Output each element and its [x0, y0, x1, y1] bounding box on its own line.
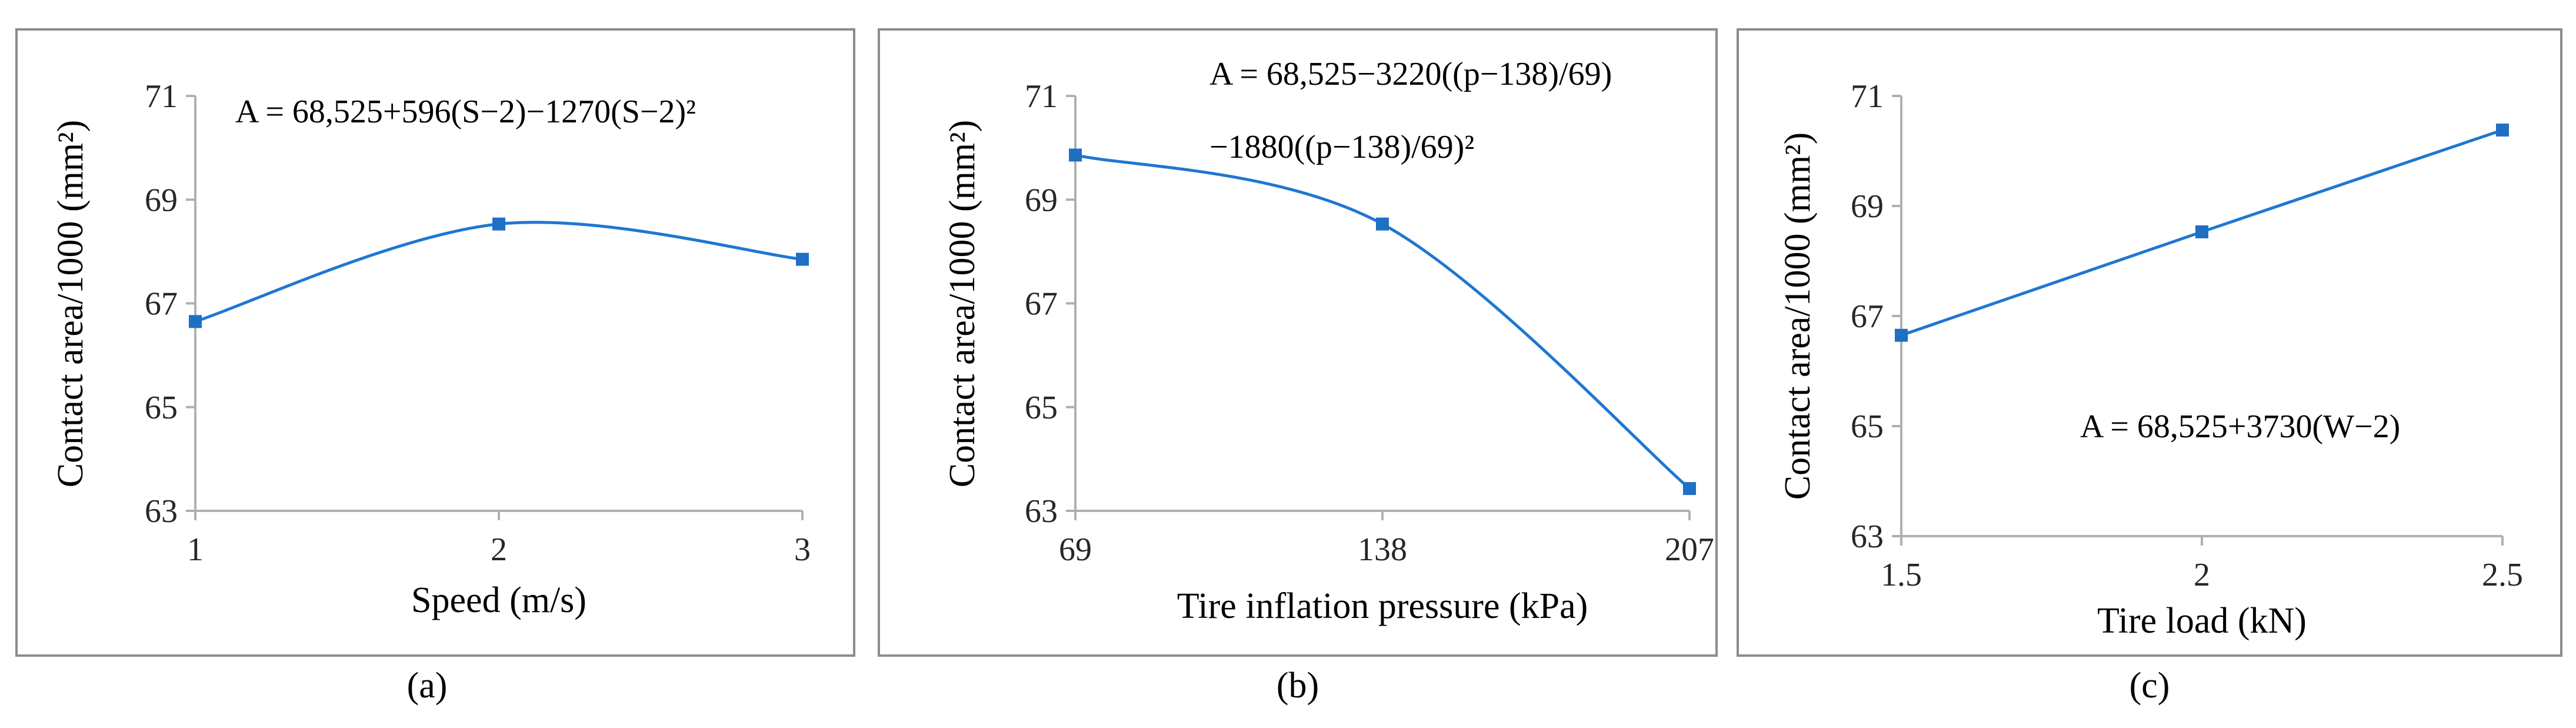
- x-tick-label: 1.5: [1881, 557, 1922, 593]
- panel-frame: [1737, 28, 2562, 657]
- x-axis-label: Tire inflation pressure (kPa): [1177, 586, 1588, 626]
- x-tick-label: 138: [1358, 531, 1407, 568]
- y-tick-label: 67: [1851, 298, 1884, 335]
- data-point-a-3: [796, 252, 809, 266]
- data-point-b-1: [1069, 148, 1082, 162]
- data-point-b-3: [1683, 482, 1696, 496]
- x-tick-label: 69: [1059, 531, 1092, 568]
- chart-panel-a: 63 65 67 69 71 1 2 3 A = 68,525+596(S−2)−1270(S−…: [15, 28, 855, 706]
- x-tick-label: 207: [1665, 531, 1714, 568]
- x-axis-label: Tire load (kN): [2097, 601, 2307, 641]
- y-axis-label: Contact area/1000 (mm²): [1778, 132, 1818, 500]
- x-tick-label: 2.5: [2482, 557, 2523, 593]
- x-tick-label: 3: [794, 531, 811, 568]
- equation-annotation: A = 68,525+596(S−2)−1270(S−2)²: [235, 94, 696, 130]
- data-point-c-2: [2195, 225, 2208, 238]
- y-tick-label: 71: [1851, 78, 1884, 115]
- panel-frame: [878, 28, 1718, 657]
- data-point-b-2: [1376, 217, 1389, 231]
- y-tick-label: 67: [145, 286, 178, 323]
- y-tick-label: 63: [145, 493, 178, 530]
- x-tick-label: 1: [187, 531, 204, 568]
- data-point-c-3: [2496, 123, 2509, 137]
- series-line: [1075, 154, 1691, 490]
- equation-annotation: A = 68,525+3730(W−2): [2080, 408, 2400, 445]
- y-tick-label: 65: [1025, 390, 1058, 426]
- x-axis-label: Speed (m/s): [411, 580, 586, 620]
- x-tick-label: 2: [491, 531, 507, 568]
- panel-caption: (c): [2130, 666, 2170, 706]
- data-point-c-1: [1895, 328, 1908, 342]
- equation-annotation: A = 68,525−3220((p−138)/69): [1209, 56, 1612, 92]
- series-line: [195, 221, 803, 323]
- y-axis-label: Contact area/1000 (mm²): [942, 120, 982, 488]
- y-tick-label: 69: [1851, 188, 1884, 225]
- y-tick-label: 65: [1851, 408, 1884, 445]
- panel-caption: (a): [407, 666, 448, 706]
- x-tick-label: 2: [2194, 557, 2210, 593]
- y-tick-label: 65: [145, 390, 178, 426]
- equation-annotation: −1880((p−138)/69)²: [1209, 129, 1474, 165]
- y-tick-label: 69: [145, 182, 178, 218]
- panel-caption: (b): [1277, 666, 1319, 706]
- y-tick-label: 63: [1025, 493, 1058, 530]
- chart-panel-b: 63 65 67 69 71 69 138 207 A = 68,525−3220((p−138…: [878, 28, 1718, 706]
- chart-panel-c: 63 65 67 69 71 1.5 2 2.5 A = 68,525+3730(W−2) Con…: [1737, 28, 2562, 706]
- y-tick-label: 67: [1025, 286, 1058, 323]
- y-tick-label: 63: [1851, 518, 1884, 555]
- y-tick-label: 71: [1025, 78, 1058, 115]
- y-tick-label: 71: [145, 78, 178, 115]
- panel-frame: [15, 28, 855, 657]
- data-point-a-1: [189, 315, 202, 328]
- data-point-a-2: [492, 217, 505, 231]
- y-tick-label: 69: [1025, 182, 1058, 218]
- y-axis-label: Contact area/1000 (mm²): [51, 120, 91, 488]
